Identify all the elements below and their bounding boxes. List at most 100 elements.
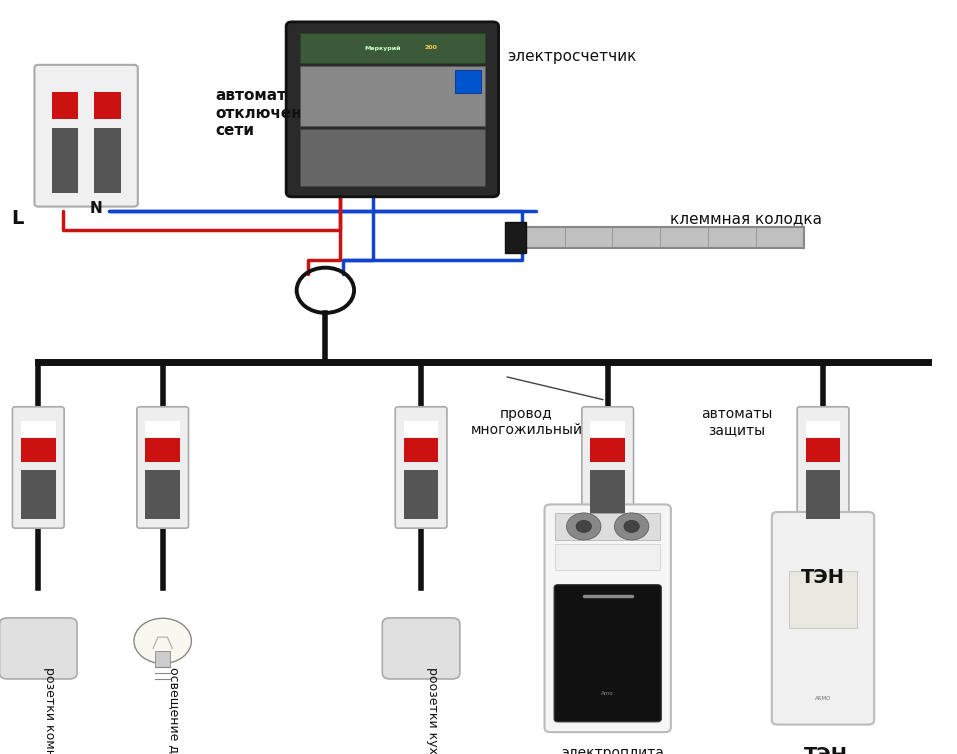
Text: ARMO: ARMO	[814, 696, 832, 700]
Bar	[52, 92, 78, 119]
Bar	[517, 227, 804, 248]
Ellipse shape	[358, 146, 379, 167]
Bar	[555, 544, 660, 570]
Ellipse shape	[350, 94, 358, 102]
Ellipse shape	[33, 655, 43, 663]
Bar	[790, 572, 857, 629]
FancyBboxPatch shape	[395, 407, 447, 529]
Ellipse shape	[416, 655, 426, 663]
Text: автомат
отключения
сети: автомат отключения сети	[215, 88, 323, 138]
Ellipse shape	[384, 90, 401, 106]
Text: автоматы
защиты: автоматы защиты	[701, 407, 772, 437]
Ellipse shape	[817, 513, 829, 525]
Bar	[21, 438, 56, 461]
FancyBboxPatch shape	[797, 407, 849, 529]
Ellipse shape	[817, 410, 829, 422]
Bar	[52, 127, 78, 193]
FancyBboxPatch shape	[545, 504, 671, 732]
Ellipse shape	[819, 650, 827, 656]
Ellipse shape	[454, 146, 475, 167]
Bar	[404, 470, 438, 519]
Text: Меркурий: Меркурий	[365, 45, 401, 51]
Text: L: L	[11, 209, 23, 228]
Ellipse shape	[389, 94, 396, 102]
FancyBboxPatch shape	[12, 407, 64, 529]
FancyBboxPatch shape	[554, 584, 661, 722]
FancyBboxPatch shape	[772, 512, 875, 725]
Bar	[806, 438, 840, 461]
Text: провод
многожильный: провод многожильный	[470, 407, 583, 437]
Text: Arno: Arno	[601, 691, 614, 696]
Ellipse shape	[307, 90, 324, 106]
Bar	[145, 421, 180, 437]
Bar	[505, 222, 526, 253]
Ellipse shape	[819, 598, 827, 604]
Bar	[300, 33, 485, 63]
Ellipse shape	[404, 641, 413, 650]
Bar	[806, 421, 840, 437]
Ellipse shape	[819, 581, 827, 587]
Bar	[806, 470, 840, 519]
Bar	[300, 129, 485, 185]
Ellipse shape	[157, 410, 168, 422]
Text: 200: 200	[424, 45, 437, 51]
FancyBboxPatch shape	[137, 407, 189, 529]
Bar	[555, 513, 660, 540]
Bar	[455, 70, 481, 93]
Circle shape	[567, 513, 601, 540]
Text: роозетки кухни: роозетки кухни	[426, 667, 439, 754]
Circle shape	[614, 513, 649, 540]
Text: электроплита: электроплита	[561, 746, 664, 754]
Ellipse shape	[33, 410, 45, 422]
Ellipse shape	[157, 513, 168, 525]
Ellipse shape	[406, 146, 427, 167]
Circle shape	[624, 520, 639, 532]
FancyBboxPatch shape	[286, 22, 499, 197]
Ellipse shape	[819, 633, 827, 639]
Ellipse shape	[412, 152, 421, 161]
Bar	[94, 127, 121, 193]
Ellipse shape	[21, 641, 31, 650]
Bar	[404, 438, 438, 461]
Ellipse shape	[364, 152, 373, 161]
Ellipse shape	[58, 73, 72, 85]
Circle shape	[134, 618, 191, 664]
Bar	[590, 438, 625, 461]
Bar	[145, 470, 180, 519]
Ellipse shape	[58, 186, 72, 198]
Ellipse shape	[415, 410, 428, 422]
FancyBboxPatch shape	[383, 618, 460, 679]
Ellipse shape	[422, 90, 439, 106]
Ellipse shape	[602, 513, 614, 525]
FancyBboxPatch shape	[34, 65, 138, 207]
FancyBboxPatch shape	[582, 407, 634, 529]
Bar	[145, 438, 180, 461]
Ellipse shape	[602, 410, 614, 422]
Ellipse shape	[460, 90, 478, 106]
Text: ТЭН: ТЭН	[801, 568, 845, 587]
Bar	[21, 421, 56, 437]
Bar	[155, 651, 170, 667]
Ellipse shape	[46, 641, 56, 650]
Text: клеммная колодка: клеммная колодка	[670, 211, 822, 226]
Text: розетки комнат: розетки комнат	[43, 667, 56, 754]
Bar	[590, 421, 625, 437]
Bar	[21, 470, 56, 519]
Ellipse shape	[310, 146, 331, 167]
Bar	[300, 66, 485, 126]
Ellipse shape	[459, 152, 469, 161]
Bar	[94, 92, 121, 119]
Text: освещение дома: освещение дома	[167, 667, 181, 754]
Ellipse shape	[100, 186, 114, 198]
Bar	[590, 470, 625, 519]
Bar	[404, 421, 438, 437]
Ellipse shape	[415, 513, 428, 525]
Ellipse shape	[312, 94, 320, 102]
Ellipse shape	[316, 152, 325, 161]
Text: электросчетчик: электросчетчик	[507, 49, 636, 64]
Ellipse shape	[819, 615, 827, 621]
Ellipse shape	[33, 513, 45, 525]
Ellipse shape	[427, 94, 434, 102]
FancyBboxPatch shape	[0, 618, 77, 679]
Circle shape	[576, 520, 591, 532]
